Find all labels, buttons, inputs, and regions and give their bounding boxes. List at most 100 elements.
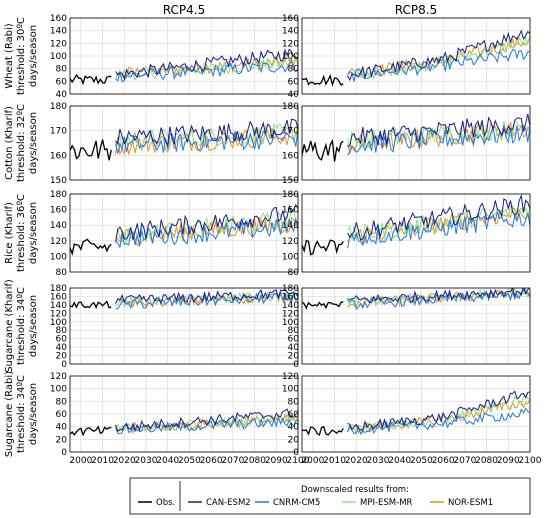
y-tick-label: 100 <box>282 52 299 62</box>
series-line-can-esm2 <box>115 203 298 242</box>
panel-frame <box>69 287 299 365</box>
y-tick-label: 120 <box>50 39 67 49</box>
panel-frame <box>69 193 299 273</box>
panel-frame <box>301 287 531 365</box>
x-tick-label: 2090 <box>265 456 288 466</box>
series-line-mpi-esm-mr <box>115 210 298 245</box>
x-tick-label: 2040 <box>156 456 179 466</box>
y-tick-label: 140 <box>50 27 67 37</box>
panel-frame <box>69 375 299 453</box>
row-label-line: days/season <box>28 383 39 445</box>
y-tick-label: 180 <box>50 284 67 294</box>
series-line-obs <box>302 73 344 87</box>
y-tick-label: 170 <box>50 127 67 137</box>
y-tick-label: 140 <box>282 301 299 311</box>
y-tick-label: 0 <box>61 360 67 370</box>
y-tick-label: 40 <box>56 343 68 353</box>
y-tick-label: 160 <box>282 14 299 24</box>
series-line-obs <box>70 425 112 437</box>
y-tick-label: 150 <box>50 176 67 186</box>
panel-r1-c0: 150 160 170 180 <box>50 102 299 186</box>
series-line-mpi-esm-mr <box>347 393 530 435</box>
panel-frame <box>301 17 531 95</box>
y-tick-label: 20 <box>56 352 68 362</box>
panel-r0-c0: 40 60 80 100 120 140 160 <box>50 14 299 100</box>
panel-r0-c1: 40 60 80 100 120 140 160 <box>282 14 531 100</box>
y-tick-label: 100 <box>50 318 67 328</box>
y-tick-label: 120 <box>50 237 67 247</box>
row-label-line: Sugarcane (Rabi) <box>4 371 15 457</box>
x-tick-label: 2060 <box>200 456 223 466</box>
y-tick-label: 100 <box>282 385 299 395</box>
y-tick-label: 160 <box>282 292 299 302</box>
series-line-cnrm-cm5 <box>347 49 530 82</box>
series-line-cnrm-cm5 <box>347 288 530 311</box>
series-line-can-esm2 <box>115 118 298 147</box>
series-line-obs <box>302 301 344 310</box>
y-tick-label: 180 <box>50 190 67 200</box>
x-tick-label: 2070 <box>221 456 244 466</box>
x-tick-label: 2030 <box>135 456 158 466</box>
panel-r2-c1: 80 100 120 140 160 180 <box>282 190 531 278</box>
y-tick-label: 80 <box>56 268 68 278</box>
y-tick-label: 40 <box>288 343 300 353</box>
x-tick-label: 2020 <box>113 456 136 466</box>
panel-frame <box>69 17 299 95</box>
series-line-mpi-esm-mr <box>115 56 298 82</box>
y-tick-label: 140 <box>50 301 67 311</box>
y-tick-label: 80 <box>56 397 68 407</box>
x-tick-label: 2050 <box>178 456 201 466</box>
column-title-rcp45: RCP4.5 <box>163 3 205 17</box>
y-tick-label: 120 <box>282 309 299 319</box>
x-tick-label: 2000 <box>301 456 324 466</box>
y-tick-label: 170 <box>282 127 299 137</box>
y-tick-label: 0 <box>61 448 67 458</box>
series-line-can-esm2 <box>347 390 530 431</box>
panel-r4-c0: 0204060801001202000201020202030204020502… <box>50 372 310 466</box>
y-tick-label: 60 <box>56 410 68 420</box>
x-tick-label: 2080 <box>475 456 498 466</box>
y-tick-label: 140 <box>282 221 299 231</box>
x-tick-label: 2100 <box>519 456 542 466</box>
x-tick-label: 2070 <box>453 456 476 466</box>
x-tick-label: 2040 <box>388 456 411 466</box>
series-line-can-esm2 <box>115 48 298 81</box>
x-tick-label: 2060 <box>432 456 455 466</box>
y-tick-label: 80 <box>288 65 300 75</box>
y-tick-label: 20 <box>288 435 300 445</box>
y-tick-label: 60 <box>288 335 300 345</box>
legend-entry-cnrm-cm5: CNRM-CM5 <box>273 498 320 508</box>
series-line-cnrm-cm5 <box>347 210 530 249</box>
y-tick-label: 20 <box>56 435 68 445</box>
series-line-mpi-esm-mr <box>347 204 530 242</box>
y-tick-label: 80 <box>56 65 68 75</box>
row-label-line: Cotton (Kharif) <box>4 106 15 180</box>
y-tick-label: 0 <box>293 448 299 458</box>
y-tick-label: 120 <box>282 237 299 247</box>
row-label-1: Cotton (Kharif) threshold: 32ºC days/seaso… <box>4 104 39 182</box>
column-title-rcp85: RCP8.5 <box>395 3 437 17</box>
series-line-can-esm2 <box>115 288 298 306</box>
series-line-can-esm2 <box>347 113 530 147</box>
y-tick-label: 100 <box>282 252 299 262</box>
series-line-obs <box>70 238 112 257</box>
row-label-line: days/season <box>28 202 39 264</box>
y-tick-label: 40 <box>288 90 300 100</box>
legend-entry-can-esm2: CAN-ESM2 <box>206 498 251 508</box>
row-label-line: threshold: 32ºC <box>16 104 27 182</box>
series-line-obs <box>70 139 112 161</box>
series-line-obs <box>302 138 344 162</box>
y-tick-label: 40 <box>56 423 68 433</box>
y-tick-label: 160 <box>50 206 67 216</box>
series-line-obs <box>70 300 112 310</box>
legend-entry-mpi-esm-mr: MPI-ESM-MR <box>360 498 413 508</box>
series-line-mpi-esm-mr <box>115 122 298 150</box>
row-label-line: Rice (Kharif) <box>4 202 15 264</box>
y-tick-label: 40 <box>56 90 68 100</box>
panel-r2-c0: 80 100 120 140 160 180 <box>50 190 299 278</box>
series-line-can-esm2 <box>347 288 530 304</box>
y-tick-label: 60 <box>288 410 300 420</box>
y-tick-label: 120 <box>50 372 67 382</box>
y-tick-label: 80 <box>288 326 300 336</box>
